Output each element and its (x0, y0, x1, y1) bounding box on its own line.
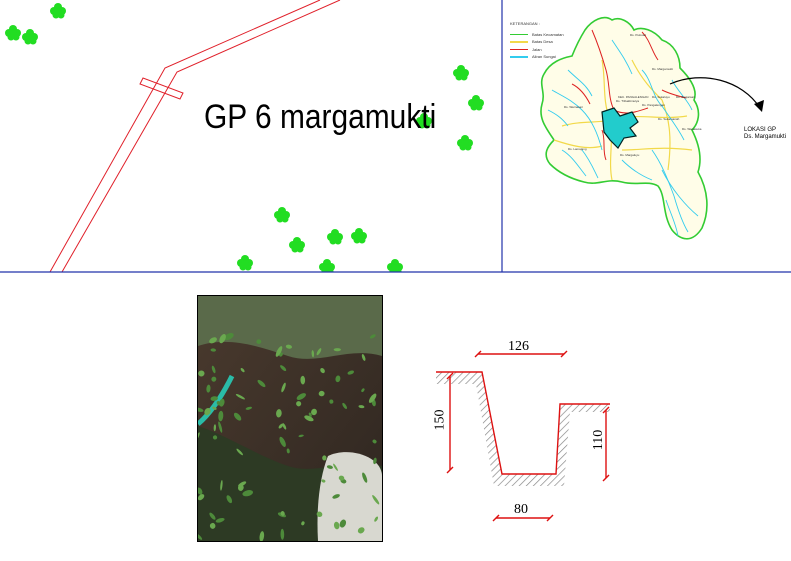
site-photo (197, 295, 383, 542)
tree-icon (289, 237, 305, 253)
vegetation (5, 3, 484, 272)
tree-icon (237, 255, 253, 271)
photo-illustration (198, 296, 382, 541)
legend-swatch-road (510, 48, 528, 51)
tree-icon (468, 95, 484, 111)
dimension-left-height: 150 (432, 409, 448, 431)
tree-icon (351, 228, 367, 244)
road (49, 0, 341, 272)
village-label: Ds. Tribaktimulya (616, 99, 639, 103)
legend-item: Batas Desa (510, 38, 564, 46)
dimension-top-width: 126 (508, 339, 529, 354)
tree-icon (457, 135, 473, 151)
village-label: KEC. PANGALENGAN (618, 95, 648, 99)
dimension-right-height: 110 (591, 429, 607, 451)
legend-label: Jalan (532, 46, 542, 52)
location-label: LOKASI GP Ds. Margamukti (744, 127, 786, 141)
legend-item: Batas Kecamatan (510, 31, 564, 39)
village-label: Ds. Margamukti (652, 67, 673, 71)
channel-cross-section (436, 350, 610, 522)
tree-icon (416, 113, 432, 129)
legend-item: Jalan (510, 46, 564, 54)
legend-item: Aliran Sungai (510, 53, 564, 61)
legend-header: KETERANGAN : (510, 21, 540, 26)
tree-icon (453, 65, 469, 81)
legend-label: Batas Desa (532, 39, 553, 45)
tree-icon (5, 25, 21, 41)
site-map (5, 0, 484, 272)
channel-inner-outline (436, 371, 610, 475)
arrow-head (754, 100, 764, 112)
village-label: Ds. Margaluyu (620, 153, 640, 157)
location-label-line2: Ds. Margamukti (744, 134, 787, 140)
village-label: Ds. Wanasuka (682, 127, 702, 131)
tree-icon (387, 259, 403, 272)
dimension-lines (446, 350, 610, 522)
map-title: GP 6 margamukti (204, 98, 437, 136)
map-legend: KETERANGAN : Batas Kecamatan Batas Desa … (510, 20, 564, 61)
village-label: Ds. Banjarsari (676, 95, 695, 99)
dimension-bottom-width: 80 (514, 502, 528, 517)
legend-label: Aliran Sungai (532, 54, 556, 60)
village-label: Ds. Pangalengan (642, 103, 665, 107)
tree-icon (274, 207, 290, 223)
tree-icon (327, 229, 343, 245)
location-highlight (601, 107, 639, 149)
tree-icon (50, 3, 66, 19)
location-arrow (669, 77, 761, 109)
location-label-line1: LOKASI GP (744, 127, 777, 133)
village-label: Ds. Pulosari (630, 33, 647, 37)
village-label: Ds. Sukaluyu (652, 95, 670, 99)
legend-swatch-river (510, 56, 528, 58)
village-label: Ds. Sukamanah (658, 117, 680, 121)
legend-swatch-district (510, 33, 528, 36)
village-label: Ds. Lamajang (568, 147, 587, 151)
channel-lining (436, 372, 610, 486)
village-label: Ds. Warnasari (564, 105, 583, 109)
tree-icon (22, 29, 38, 45)
legend-label: Batas Kecamatan (532, 31, 564, 37)
tree-icon (319, 259, 335, 272)
legend-swatch-village (510, 41, 528, 43)
